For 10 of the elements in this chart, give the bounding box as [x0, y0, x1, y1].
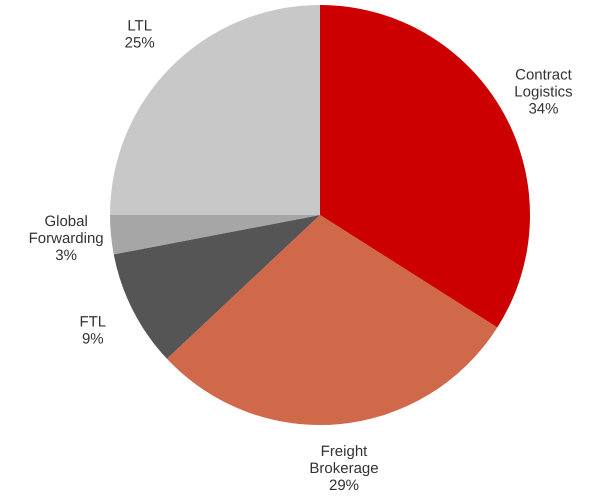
slice-label: Freight Brokerage: [309, 443, 379, 478]
data-label: 34%: [528, 100, 558, 118]
data-label: 25%: [124, 34, 155, 52]
slice-label: Contract Logistics: [514, 66, 573, 100]
data-label: 3%: [55, 247, 77, 264]
slice-label: LTL: [127, 17, 152, 34]
slice-label: Global Forwarding: [28, 213, 104, 248]
data-label: 29%: [328, 477, 360, 494]
data-label: 9%: [82, 330, 104, 348]
slice-label: FTL: [79, 313, 106, 330]
